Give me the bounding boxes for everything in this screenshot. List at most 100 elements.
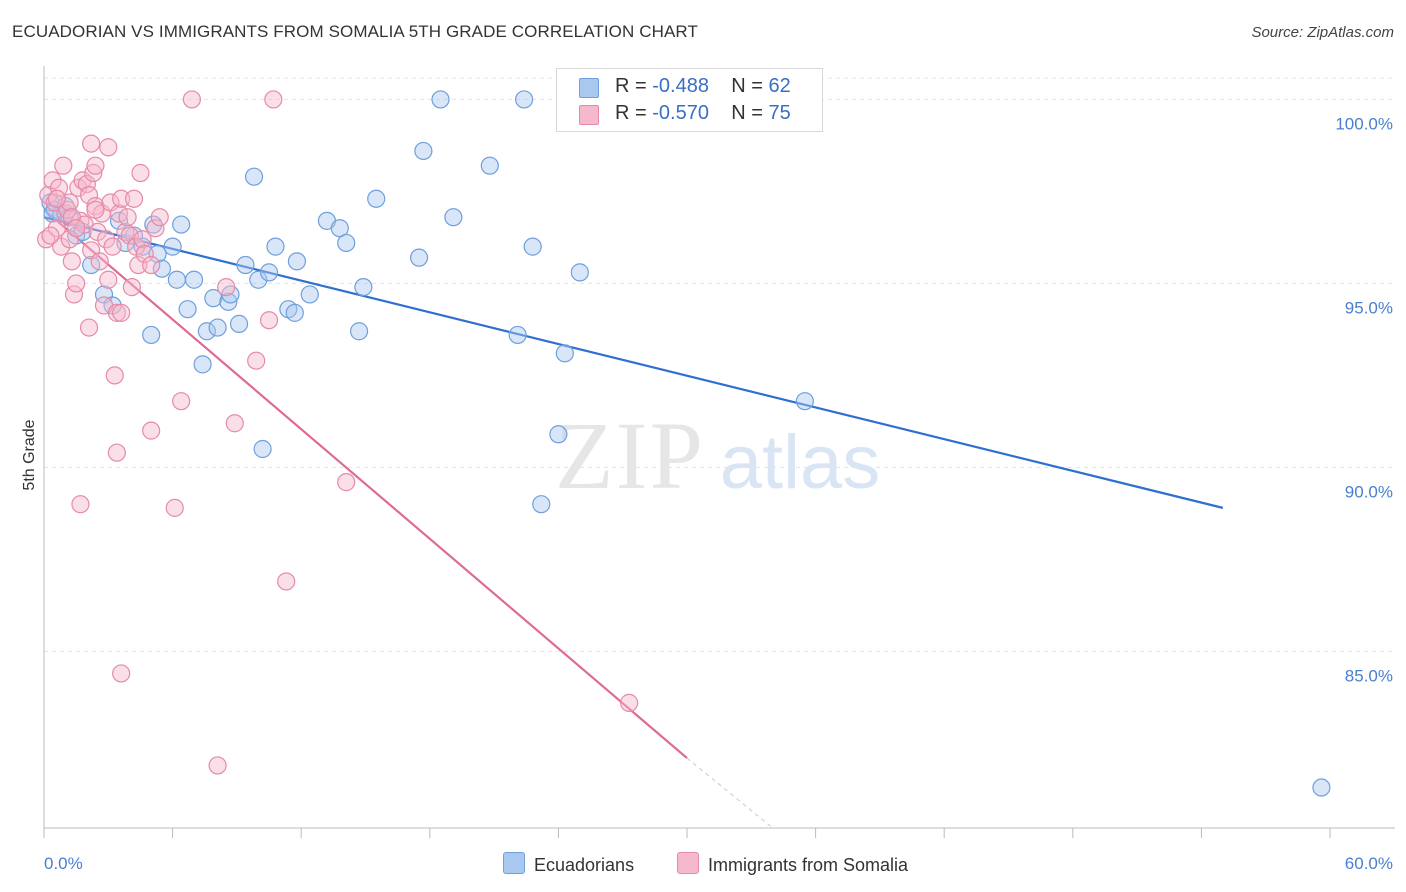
data-point [112,303,131,322]
data-point [67,274,86,293]
data-point [249,270,268,289]
data-point [287,252,307,271]
data-point [184,270,204,289]
legend-swatch-somalia [579,105,599,125]
legend-label-ecuadorians: Ecuadorians [534,855,635,875]
series-somalia [37,90,639,775]
data-point [172,392,191,411]
data-point [124,189,144,208]
data-point [165,498,184,517]
data-point [570,263,589,282]
data-point [367,189,386,208]
data-point [193,355,212,374]
data-point [103,237,122,256]
data-point [60,230,79,249]
data-point [236,255,255,275]
data-point [172,215,191,234]
legend-swatch-ecuadorians [503,852,525,874]
data-point [133,237,152,256]
data-point [135,244,154,264]
data-point [247,351,266,370]
data-point [178,300,197,319]
data-point [62,208,81,227]
data-point [131,163,150,183]
legend-row-somalia: R = -0.570 N = 75 [579,102,791,125]
r-label: R = [615,102,653,124]
watermark-zip: ZIP [555,402,705,509]
data-point [620,693,639,712]
trend-lines [43,208,1224,829]
data-point [277,572,296,591]
data-point [97,230,116,249]
trend-line-extension [686,757,774,829]
chart-title: ECUADORIAN VS IMMIGRANTS FROM SOMALIA 5T… [12,22,698,41]
data-point [259,263,279,282]
tick-labels: 100.0% 95.0% 90.0% 85.0% 0.0% 60.0% [44,114,1393,873]
y-tick-label: 95.0% [1345,298,1393,317]
data-point [208,756,227,775]
data-point [41,226,60,245]
y-tick-label: 90.0% [1345,482,1393,501]
data-point [197,322,216,341]
data-point [146,219,165,238]
data-point [795,392,814,411]
data-point [43,204,62,223]
gridlines [44,77,1395,652]
data-point [300,285,319,304]
data-point [444,208,463,227]
data-point [71,495,90,514]
data-point [86,200,105,219]
data-point [204,289,223,308]
data-point [107,443,126,462]
data-point [349,322,369,341]
data-point [77,174,96,194]
data-point [122,277,141,297]
n-value-ecuadorians: 62 [768,75,791,97]
trend-line-ecuadorians [43,216,1224,509]
x-tick-label: 60.0% [1345,854,1393,873]
data-points [37,90,1331,797]
data-point [118,208,137,227]
n-label: N = [731,75,769,97]
data-point [90,252,109,271]
data-point [244,167,264,186]
data-point [84,163,103,183]
legend-item-somalia[interactable]: Immigrants from Somalia [677,852,908,876]
data-point [208,318,227,337]
data-point [112,664,131,683]
data-point [285,303,304,322]
data-point [152,259,171,278]
data-point [99,138,118,157]
data-point [219,292,238,311]
data-point [64,285,84,304]
data-point [148,244,167,264]
data-point [167,270,186,289]
data-point [99,270,118,289]
data-point [225,414,244,433]
data-point [264,90,283,109]
data-point [182,90,201,109]
legend-label-somalia: Immigrants from Somalia [708,855,909,875]
data-point [107,303,126,322]
data-point [549,425,568,444]
data-point [480,156,499,175]
watermark: ZIP atlas [555,402,880,509]
r-label: R = [615,75,653,97]
data-point [515,90,534,109]
data-point [253,439,272,459]
source-credit: Source: ZipAtlas.com [1251,24,1394,41]
data-point [142,421,161,440]
stats-legend: R = -0.488 N = 62 R = -0.570 N = 75 [556,68,823,132]
n-value-somalia: 75 [768,102,791,124]
data-point [43,171,62,190]
legend-item-ecuadorians[interactable]: Ecuadorians [503,852,634,876]
data-point [532,495,551,514]
data-point [142,255,161,275]
data-point [105,366,124,385]
watermark-atlas: atlas [720,420,881,505]
data-point [229,314,249,333]
data-point [523,237,542,256]
n-label: N = [731,102,769,124]
x-tick-label: 0.0% [44,854,83,873]
